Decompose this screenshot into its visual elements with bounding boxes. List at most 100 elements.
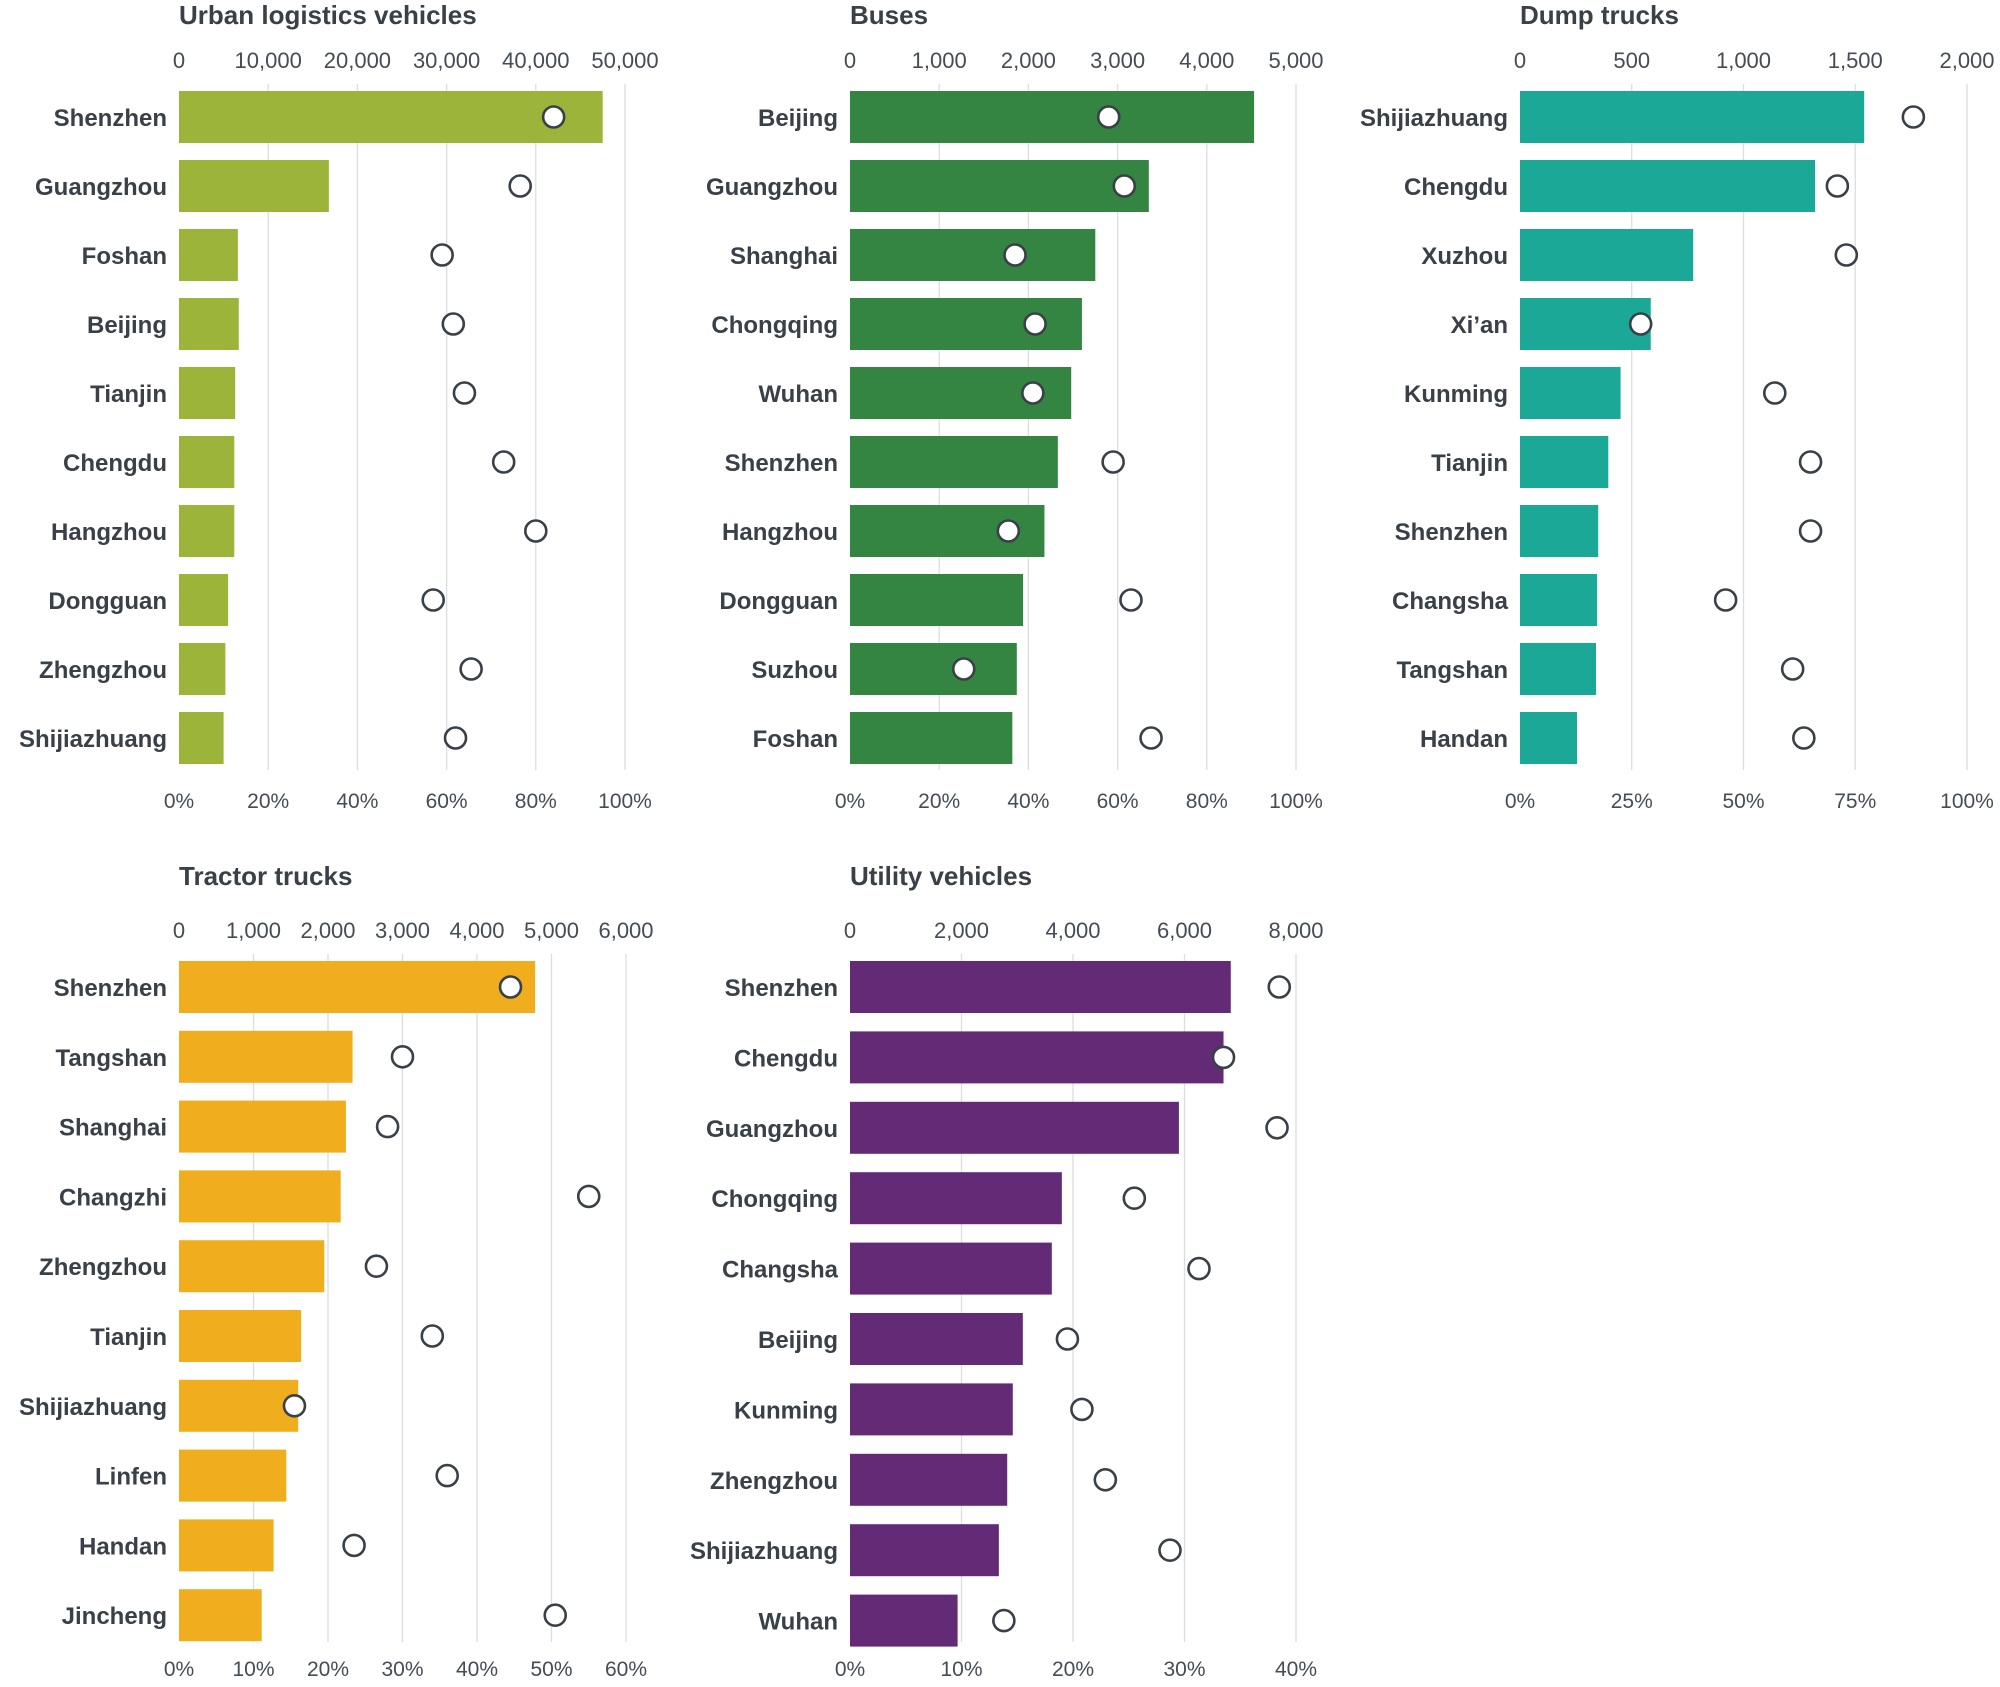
top-axis-tick-label: 50,000 — [591, 48, 658, 73]
category-label: Shenzhen — [725, 450, 838, 477]
bar — [179, 961, 536, 1013]
top-axis-tick-label: 5,000 — [1268, 48, 1323, 73]
top-axis-tick-label: 5,000 — [524, 918, 579, 943]
top-axis-tick-label: 6,000 — [1157, 918, 1212, 943]
category-label: Shenzhen — [54, 105, 167, 132]
top-axis-tick-label: 3,000 — [375, 918, 430, 943]
category-label: Dongguan — [719, 588, 838, 615]
category-label: Hangzhou — [51, 519, 167, 546]
share-marker — [1070, 1397, 1094, 1422]
category-label: Beijing — [758, 105, 838, 132]
bottom-axis-tick-label: 20% — [1052, 1658, 1094, 1681]
bar — [1520, 91, 1865, 143]
bar — [850, 712, 1013, 764]
share-marker — [420, 1324, 445, 1348]
category-label: Hangzhou — [722, 519, 838, 546]
bar — [850, 160, 1149, 212]
share-marker — [508, 174, 532, 198]
bar — [850, 1453, 1008, 1506]
share-marker — [1187, 1256, 1211, 1281]
top-axis-tick-label: 3,000 — [1090, 48, 1145, 73]
bottom-axis-tick-label: 20% — [918, 790, 960, 813]
bottom-axis-tick-label: 25% — [1611, 790, 1653, 813]
bar — [179, 229, 238, 281]
category-label: Shenzhen — [725, 975, 838, 1002]
share-marker — [576, 1184, 601, 1209]
category-label: Linfen — [95, 1464, 167, 1491]
bottom-axis-tick-label: 0% — [835, 1658, 865, 1681]
category-label: Jincheng — [62, 1603, 167, 1630]
share-marker — [1834, 243, 1859, 267]
bottom-axis-tick-label: 100% — [598, 790, 652, 813]
chart-panel-0: Urban logistics vehicles 0 10,000 20,000 30,… — [19, 0, 659, 813]
share-marker — [498, 975, 523, 999]
top-axis-tick-label: 4,000 — [1179, 48, 1234, 73]
bar — [850, 1031, 1224, 1084]
bar — [850, 1594, 958, 1647]
bar — [1520, 643, 1596, 695]
bottom-axis-tick-label: 80% — [1186, 790, 1228, 813]
share-marker — [1158, 1538, 1182, 1562]
top-axis-tick-label: 4,000 — [449, 918, 504, 943]
chart-panel-1: Buses 0 1,000 2,000 3,000 4,000 5,000 0% 20% 40% 6… — [706, 0, 1324, 813]
top-axis-tick-label: 8,000 — [1268, 918, 1323, 943]
bar — [179, 712, 224, 764]
bar — [850, 229, 1096, 281]
top-axis-tick-label: 2,000 — [1001, 48, 1056, 73]
bar — [179, 367, 236, 419]
bar — [179, 505, 235, 557]
bar — [850, 574, 1024, 626]
share-marker — [282, 1394, 307, 1418]
category-label: Beijing — [87, 312, 167, 339]
bar — [1520, 574, 1598, 626]
share-marker — [1798, 519, 1823, 543]
share-marker — [1780, 657, 1805, 681]
bottom-axis-tick-label: 60% — [426, 790, 468, 813]
category-label: Tianjin — [1431, 450, 1508, 477]
share-marker — [1119, 588, 1143, 612]
bar — [179, 1170, 341, 1223]
share-marker — [342, 1533, 366, 1558]
top-axis-tick-label: 6,000 — [598, 918, 653, 943]
share-marker — [441, 312, 466, 336]
top-axis-tick-label: 1,000 — [1716, 48, 1771, 73]
top-axis-tick-label: 4,000 — [1045, 918, 1100, 943]
share-marker — [1265, 1116, 1289, 1140]
bottom-axis-tick-label: 0% — [164, 790, 194, 813]
category-label: Beijing — [758, 1327, 838, 1354]
share-marker — [1023, 312, 1047, 336]
panel-title: Utility vehicles — [850, 861, 1032, 891]
bar — [850, 961, 1231, 1013]
bar — [179, 1589, 262, 1642]
top-axis-tick-label: 1,500 — [1828, 48, 1883, 73]
top-axis-tick-label: 0 — [844, 918, 856, 943]
share-marker — [523, 519, 548, 543]
category-label: Xi’an — [1451, 312, 1508, 339]
category-label: Kunming — [1404, 381, 1508, 408]
share-marker — [543, 1603, 568, 1627]
share-marker — [1762, 381, 1787, 405]
share-marker — [452, 381, 477, 405]
bottom-axis-tick-label: 40% — [336, 790, 378, 813]
top-axis-tick-label: 1,000 — [912, 48, 967, 73]
category-label: Guangzhou — [35, 174, 167, 201]
share-marker — [491, 450, 516, 474]
bar — [179, 1519, 274, 1572]
share-marker — [1825, 174, 1850, 198]
share-marker — [1713, 588, 1738, 612]
top-axis-tick-label: 10,000 — [235, 48, 302, 73]
top-axis-tick-label: 2,000 — [934, 918, 989, 943]
chart-panel-2: Dump trucks 0 500 1,000 1,500 2,000 0% 25% 50% 75… — [1360, 0, 1995, 813]
category-label: Kunming — [734, 1397, 838, 1424]
panel-title: Urban logistics vehicles — [179, 0, 477, 30]
share-marker — [1628, 312, 1653, 336]
bar — [179, 298, 239, 350]
top-axis-tick-label: 40,000 — [502, 48, 569, 73]
category-label: Changzhi — [59, 1184, 167, 1211]
bar — [179, 1030, 353, 1083]
share-marker — [1901, 105, 1926, 129]
share-marker — [951, 657, 976, 681]
category-label: Shijiazhuang — [19, 726, 167, 753]
top-axis-tick-label: 1,000 — [226, 918, 281, 943]
